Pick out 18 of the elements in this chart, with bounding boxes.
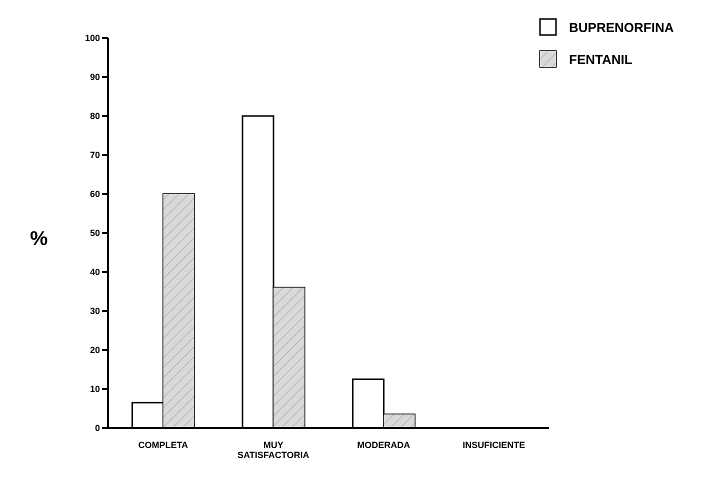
y-tick-label: 70 bbox=[90, 150, 100, 160]
y-tick-label: 90 bbox=[90, 72, 100, 82]
y-tick-label: 30 bbox=[90, 306, 100, 316]
y-tick-label: 10 bbox=[90, 384, 100, 394]
y-tick-label: 80 bbox=[90, 111, 100, 122]
y-tick-label: 20 bbox=[90, 345, 100, 356]
y-axis-title: % bbox=[30, 228, 48, 251]
y-tick-label: 50 bbox=[90, 228, 100, 238]
y-tick-label: 60 bbox=[90, 189, 100, 200]
legend-label: BUPRENORFINA bbox=[569, 20, 674, 34]
legend-label: FENTANIL bbox=[569, 52, 632, 66]
x-tick-label: MODERADA bbox=[357, 440, 411, 450]
x-tick-label: MUY SATISFACTORIA bbox=[238, 440, 310, 460]
x-tick-label: INSUFICIENTE bbox=[462, 440, 526, 450]
y-tick-label: 100 bbox=[84, 33, 100, 44]
y-tick-label: 40 bbox=[90, 267, 100, 278]
y-tick-label: 0 bbox=[94, 423, 100, 434]
x-tick-label: COMPLETA bbox=[138, 440, 189, 450]
